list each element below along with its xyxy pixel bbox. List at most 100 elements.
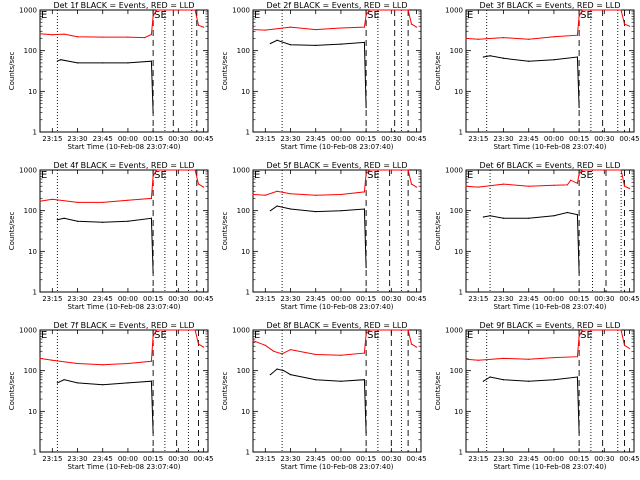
x-tick-label: 00:15 (569, 455, 589, 463)
data-point (102, 384, 104, 386)
series-line (465, 9, 630, 40)
x-axis-label: Start Time (10-Feb-08 23:07:40) (67, 303, 180, 311)
data-point (363, 41, 366, 43)
data-point (578, 335, 580, 337)
data-point (502, 183, 505, 185)
data-point (410, 343, 413, 345)
data-point (56, 219, 58, 221)
y-tick-label: 1000 (19, 167, 37, 175)
data-point (365, 173, 367, 175)
data-point (276, 39, 278, 41)
x-tick-label: 23:30 (280, 295, 300, 303)
x-tick-label: 00:30 (168, 295, 188, 303)
y-tick-label: 10 (28, 88, 37, 96)
data-point (576, 182, 579, 184)
x-tick-label: 00:00 (331, 295, 351, 303)
x-tick-label: 00:30 (381, 455, 401, 463)
data-point (177, 169, 179, 171)
y-tick-label: 10 (28, 248, 37, 256)
y-axis-label: Counts/sec (221, 372, 229, 411)
data-point (489, 55, 491, 57)
y-tick-label: 1 (33, 129, 37, 137)
plot-frame (252, 329, 422, 453)
data-point (269, 374, 271, 376)
data-point (502, 217, 505, 219)
data-point (528, 358, 530, 360)
x-tick-label: 00:15 (356, 135, 376, 143)
data-point (76, 220, 79, 222)
series-line (57, 379, 154, 433)
x-tick-label: 23:15 (255, 135, 275, 143)
data-point (477, 186, 479, 188)
plot-frame (39, 9, 209, 133)
x-tick-label: 00:30 (168, 135, 188, 143)
data-point (363, 352, 366, 354)
data-point (407, 329, 409, 331)
data-point (76, 62, 79, 64)
y-tick-label: 10 (28, 408, 37, 416)
series-line (252, 329, 417, 356)
data-point (570, 179, 572, 181)
x-tick-label: 00:45 (619, 455, 639, 463)
data-point (252, 193, 254, 196)
series-line (483, 376, 580, 433)
x-tick-label: 00:00 (331, 455, 351, 463)
data-point (155, 329, 158, 331)
data-point (102, 364, 104, 366)
detector-panel: Det 9f BLACK = Events, RED = LLD 1 10 100 10… (434, 321, 640, 471)
corner-label-e: E (41, 330, 47, 341)
data-point (76, 382, 79, 384)
panel-title: Det 6f BLACK = Events, RED = LLD (479, 161, 620, 170)
x-axis-label: Start Time (10-Feb-08 23:07:40) (67, 463, 180, 471)
x-tick-label: 23:30 (67, 295, 87, 303)
data-point (465, 358, 467, 360)
data-point (39, 200, 41, 202)
plot-frame (465, 9, 635, 133)
data-point (127, 199, 129, 201)
data-point (152, 335, 154, 337)
data-point (283, 370, 285, 372)
data-point (603, 329, 605, 331)
y-tick-label: 100 (450, 367, 463, 375)
data-point (340, 380, 342, 382)
detector-panel: Det 8f BLACK = Events, RED = LLD 1 10 100 10… (221, 321, 427, 471)
data-point (289, 193, 292, 195)
x-tick-label: 00:45 (406, 135, 426, 143)
y-tick-label: 1000 (19, 327, 37, 335)
detector-panel: Det 3f BLACK = Events, RED = LLD 1 10 100 10… (434, 1, 640, 151)
x-tick-label: 23:30 (493, 135, 513, 143)
data-point (502, 36, 505, 39)
data-point (528, 38, 530, 40)
data-point (264, 194, 266, 196)
series-line (39, 329, 204, 366)
x-tick-label: 23:15 (255, 295, 275, 303)
corner-label-se: SE (154, 10, 167, 21)
data-point (581, 9, 584, 11)
data-point (528, 60, 530, 62)
x-tick-label: 00:15 (569, 135, 589, 143)
x-tick-label: 00:00 (118, 295, 138, 303)
data-point (477, 38, 479, 40)
data-point (315, 28, 317, 31)
x-tick-label: 23:45 (306, 295, 326, 303)
data-point (56, 382, 58, 384)
y-tick-label: 1 (459, 289, 463, 297)
x-tick-label: 23:45 (519, 295, 539, 303)
data-point (150, 360, 153, 362)
y-tick-label: 100 (450, 47, 463, 55)
y-axis-label: Counts/sec (8, 212, 16, 251)
data-point (340, 43, 342, 45)
plot-frame (39, 169, 209, 293)
y-axis-label: Counts/sec (8, 372, 16, 411)
data-point (390, 9, 392, 11)
corner-label-se: SE (367, 10, 380, 21)
x-tick-label: 00:30 (381, 135, 401, 143)
data-point (127, 36, 129, 38)
y-tick-label: 100 (237, 207, 250, 215)
x-axis-label: Start Time (10-Feb-08 23:07:40) (280, 143, 393, 151)
panel-title: Det 3f BLACK = Events, RED = LLD (479, 1, 620, 10)
x-tick-label: 23:30 (67, 135, 87, 143)
data-point (363, 26, 366, 28)
data-point (566, 184, 568, 186)
y-tick-label: 10 (454, 88, 463, 96)
